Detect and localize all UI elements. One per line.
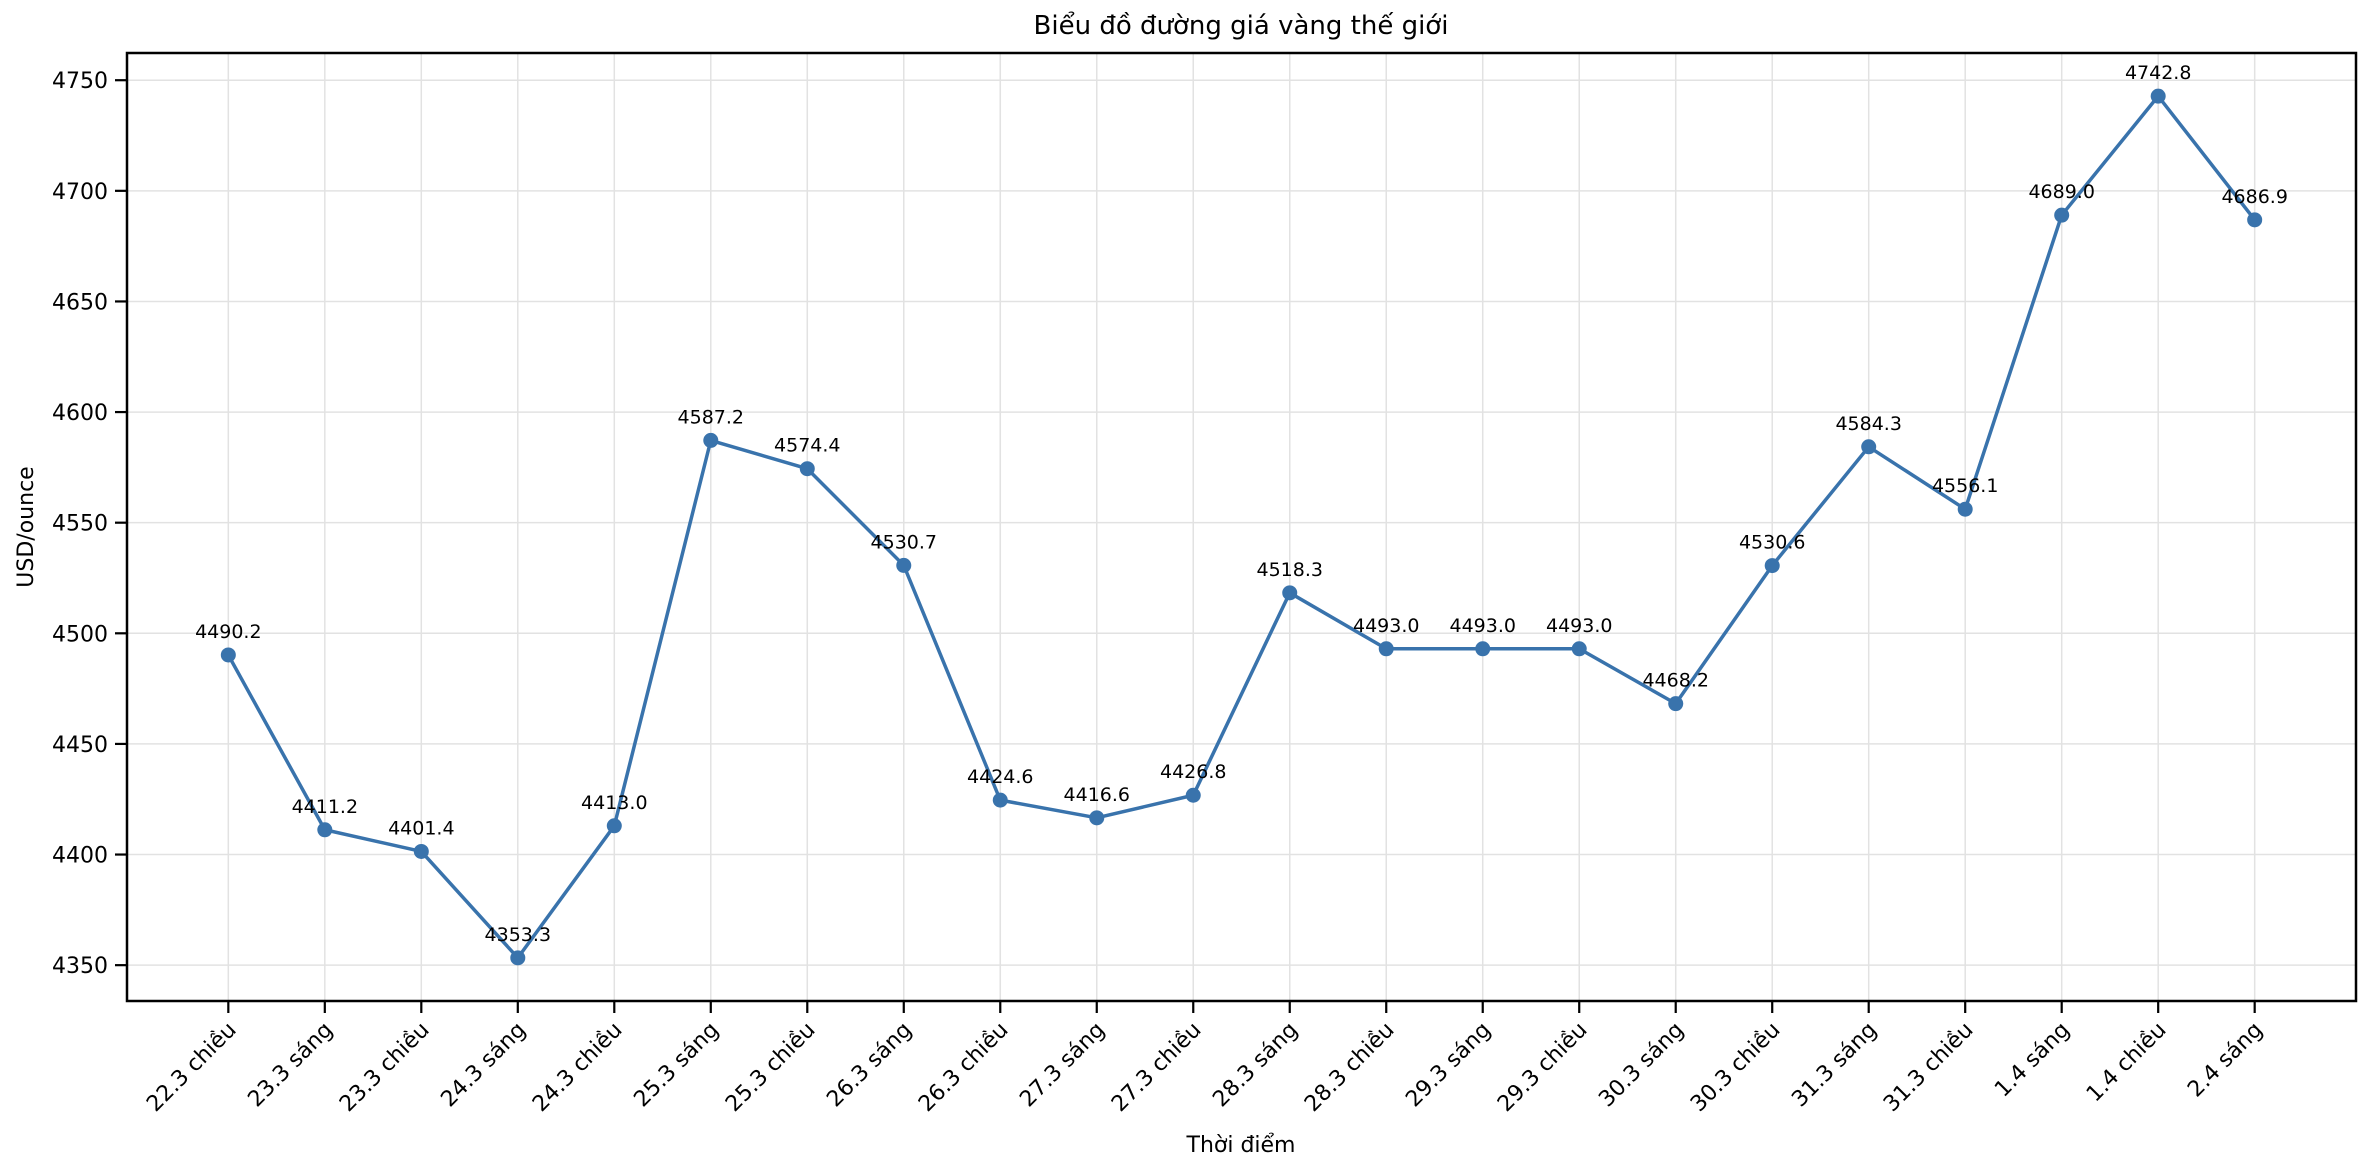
point-value-label: 4530.7 <box>871 531 937 553</box>
x-tick-label: 23.3 chiều <box>335 1018 434 1117</box>
axes-frame <box>115 51 2358 1013</box>
y-tick-labels: 4350 4400 4450 4500 4550 4600 4650 4700 4750 <box>52 69 108 979</box>
data-point <box>2054 207 2070 223</box>
x-tick-label: 1.4 chiều <box>2082 1018 2172 1108</box>
data-point <box>1378 641 1394 657</box>
point-value-label: 4493.0 <box>1353 615 1419 637</box>
price-line-series <box>220 88 2263 966</box>
x-tick-label: 31.3 sáng <box>1787 1018 1882 1113</box>
x-tick-label: 27.3 chiều <box>1107 1018 1206 1117</box>
x-tick-label: 31.3 chiều <box>1879 1018 1978 1117</box>
data-point <box>606 818 622 834</box>
x-tick-label: 25.3 sáng <box>629 1018 724 1113</box>
data-point <box>1957 501 1973 517</box>
data-point <box>896 557 912 573</box>
data-point <box>1571 641 1587 657</box>
plot-border <box>125 51 2358 1003</box>
point-value-label: 4742.8 <box>2125 62 2191 84</box>
chart-title: Biểu đồ đường giá vàng thế giới <box>1034 10 1449 41</box>
x-tick-label: 29.3 chiều <box>1493 1018 1592 1117</box>
point-value-label: 4411.2 <box>292 796 358 818</box>
x-tick-label: 28.3 sáng <box>1208 1018 1303 1113</box>
data-point <box>1764 558 1780 574</box>
data-point <box>2247 212 2263 228</box>
data-point <box>413 843 429 859</box>
y-tick-label: 4500 <box>52 622 108 647</box>
gridlines <box>127 53 2356 1001</box>
y-tick-label: 4450 <box>52 733 108 758</box>
point-value-label: 4426.8 <box>1160 761 1226 783</box>
point-value-label: 4490.2 <box>195 621 261 643</box>
point-value-label: 4424.6 <box>967 766 1033 788</box>
data-point <box>1861 439 1877 455</box>
x-tick-label: 26.3 sáng <box>822 1018 917 1113</box>
data-point <box>1668 696 1684 712</box>
data-point <box>510 950 526 966</box>
point-value-label: 4584.3 <box>1835 413 1901 435</box>
data-point <box>1282 585 1298 601</box>
point-value-label: 4416.6 <box>1064 784 1130 806</box>
data-point <box>703 432 719 448</box>
data-point <box>1475 641 1491 657</box>
point-value-label: 4493.0 <box>1546 615 1612 637</box>
point-value-label: 4468.2 <box>1642 670 1708 692</box>
x-tick-label: 27.3 sáng <box>1015 1018 1110 1113</box>
x-tick-label: 25.3 chiều <box>721 1018 820 1117</box>
x-tick-label: 23.3 sáng <box>243 1018 338 1113</box>
y-tick-label: 4400 <box>52 844 108 869</box>
x-tick-label: 30.3 chiều <box>1686 1018 1785 1117</box>
y-tick-label: 4550 <box>52 512 108 537</box>
x-axis-label: Thời điểm <box>1186 1133 1296 1158</box>
point-value-label: 4689.0 <box>2028 181 2094 203</box>
point-value-labels: 4490.2 4411.2 4401.4 4353.3 4413.0 4587.2 4574… <box>195 62 2288 946</box>
x-tick-label: 1.4 sáng <box>1990 1018 2075 1103</box>
point-value-label: 4518.3 <box>1257 559 1323 581</box>
point-value-label: 4556.1 <box>1932 475 1998 497</box>
y-tick-label: 4350 <box>52 954 108 979</box>
y-axis-label: USD/ounce <box>14 466 39 587</box>
data-point <box>799 461 815 477</box>
data-point <box>2150 88 2166 104</box>
point-value-label: 4530.6 <box>1739 532 1805 554</box>
data-point <box>317 822 333 838</box>
point-value-label: 4401.4 <box>388 817 454 839</box>
x-tick-label: 24.3 sáng <box>436 1018 531 1113</box>
y-tick-label: 4600 <box>52 401 108 426</box>
price-line <box>226 94 2257 960</box>
point-value-label: 4413.0 <box>581 792 647 814</box>
x-tick-label: 29.3 sáng <box>1401 1018 1496 1113</box>
data-point <box>1089 810 1105 826</box>
y-tick-label: 4700 <box>52 180 108 205</box>
x-tick-label: 2.4 sáng <box>2183 1018 2268 1103</box>
data-point <box>1185 787 1201 803</box>
point-value-label: 4353.3 <box>485 924 551 946</box>
x-tick-label: 26.3 chiều <box>914 1018 1013 1117</box>
x-tick-label: 28.3 chiều <box>1300 1018 1399 1117</box>
point-value-label: 4587.2 <box>678 406 744 428</box>
x-tick-label: 30.3 sáng <box>1594 1018 1689 1113</box>
data-point <box>220 647 236 663</box>
point-value-label: 4686.9 <box>2221 186 2287 208</box>
x-tick-label: 22.3 chiều <box>142 1018 241 1117</box>
x-tick-label: 24.3 chiều <box>528 1018 627 1117</box>
data-point <box>992 792 1008 808</box>
y-tick-label: 4750 <box>52 69 108 94</box>
point-value-label: 4493.0 <box>1449 615 1515 637</box>
y-tick-label: 4650 <box>52 290 108 315</box>
point-value-label: 4574.4 <box>774 435 840 457</box>
